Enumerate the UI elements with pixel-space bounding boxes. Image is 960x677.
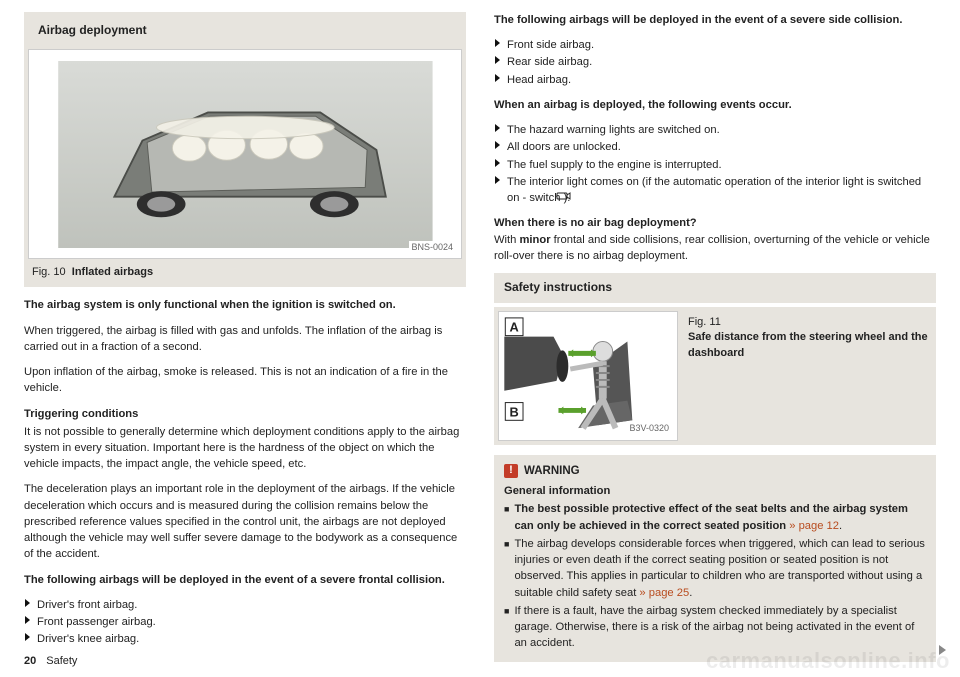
svg-text:B: B bbox=[510, 404, 519, 419]
no-deploy-bold: minor bbox=[519, 234, 550, 246]
no-deploy-post: frontal and side collisions, rear collis… bbox=[494, 234, 930, 262]
para-no-deployment: When there is no air bag deployment? Wit… bbox=[494, 215, 936, 264]
heading-events: When an airbag is deployed, the followin… bbox=[494, 97, 936, 113]
figure-10-caption: Fig. 10 Inflated airbags bbox=[28, 259, 462, 281]
warning-label: WARNING bbox=[524, 463, 580, 480]
figure-10-image: BNS-0024 bbox=[28, 49, 462, 259]
left-column: Airbag deployment bbox=[24, 12, 466, 669]
list-item-text: The interior light comes on (if the auto… bbox=[507, 174, 936, 207]
warning-item-1: The best possible protective effect of t… bbox=[514, 501, 926, 533]
page-link[interactable]: » page 25 bbox=[636, 587, 689, 599]
frontal-airbags-list: Driver's front airbag. Front passenger a… bbox=[24, 597, 466, 648]
list-item: The fuel supply to the engine is interru… bbox=[494, 157, 936, 173]
list-item-text: All doors are unlocked. bbox=[507, 139, 621, 155]
list-item: Rear side airbag. bbox=[494, 54, 936, 70]
page-number: 20 bbox=[24, 655, 36, 667]
bullet-icon bbox=[494, 72, 502, 84]
bullet-icon bbox=[24, 631, 32, 643]
heading-frontal-collision: The following airbags will be deployed i… bbox=[24, 572, 466, 588]
figure-10-label: Fig. 10 bbox=[32, 266, 66, 278]
svg-text:A: A bbox=[510, 319, 519, 334]
car-airbags-illustration-icon bbox=[51, 61, 440, 248]
para-inflation: When triggered, the airbag is filled wit… bbox=[24, 323, 466, 355]
list-item: Driver's knee airbag. bbox=[24, 631, 466, 647]
continued-indicator-icon bbox=[938, 644, 948, 661]
warning-subheading: General information bbox=[504, 483, 926, 499]
warning-item-2: The airbag develops considerable forces … bbox=[514, 536, 926, 601]
list-item-text: Head airbag. bbox=[507, 72, 571, 88]
list-item-text: Front passenger airbag. bbox=[37, 614, 156, 630]
list-item: The interior light comes on (if the auto… bbox=[494, 174, 936, 207]
warn-1-bold: The best possible protective effect of t… bbox=[514, 503, 908, 531]
list-item: ■ The airbag develops considerable force… bbox=[504, 536, 926, 601]
bullet-icon bbox=[494, 122, 502, 134]
para-triggering-1: It is not possible to generally determin… bbox=[24, 424, 466, 473]
warning-item-3: If there is a fault, have the airbag sys… bbox=[514, 603, 926, 652]
heading-no-deployment: When there is no air bag deployment? bbox=[494, 217, 697, 229]
bullet-icon bbox=[24, 614, 32, 626]
page-link[interactable]: » page 12 bbox=[786, 520, 839, 532]
bullet-icon bbox=[494, 139, 502, 151]
bullet-icon bbox=[494, 37, 502, 49]
list-item-text: Rear side airbag. bbox=[507, 54, 592, 70]
footer-section: Safety bbox=[46, 655, 77, 667]
list-item: Front side airbag. bbox=[494, 37, 936, 53]
bullet-icon bbox=[494, 54, 502, 66]
list-item: The hazard warning lights are switched o… bbox=[494, 122, 936, 138]
warn-2-text: The airbag develops considerable forces … bbox=[514, 538, 924, 599]
figure-10-title: Inflated airbags bbox=[72, 266, 153, 278]
list-item: Driver's front airbag. bbox=[24, 597, 466, 613]
section-header-airbag-deployment: Airbag deployment bbox=[28, 16, 462, 45]
list-item-text: The hazard warning lights are switched o… bbox=[507, 122, 720, 138]
ignition-note: The airbag system is only functional whe… bbox=[24, 297, 466, 313]
figure-11-image: A B B3V-0320 bbox=[498, 311, 678, 441]
list-item-text: The fuel supply to the engine is interru… bbox=[507, 157, 722, 173]
para-triggering-2: The deceleration plays an important role… bbox=[24, 481, 466, 562]
heading-side-collision: The following airbags will be deployed i… bbox=[494, 12, 936, 28]
no-deploy-pre: With bbox=[494, 234, 519, 246]
right-column: The following airbags will be deployed i… bbox=[494, 12, 936, 669]
warn-1-tail: . bbox=[839, 520, 842, 532]
list-item: ■ The best possible protective effect of… bbox=[504, 501, 926, 533]
warn-2-tail: . bbox=[689, 587, 692, 599]
figure-11-title: Safe distance from the steering wheel an… bbox=[688, 331, 928, 359]
list-item-text: Driver's front airbag. bbox=[37, 597, 137, 613]
heading-triggering: Triggering conditions bbox=[24, 406, 466, 422]
figure-11-caption: Fig. 11 Safe distance from the steering … bbox=[688, 311, 932, 441]
page-footer: 20 Safety bbox=[24, 655, 77, 667]
events-list: The hazard warning lights are switched o… bbox=[494, 122, 936, 206]
warning-list: ■ The best possible protective effect of… bbox=[504, 501, 926, 651]
square-bullet-icon: ■ bbox=[504, 603, 509, 652]
list-item-text: Front side airbag. bbox=[507, 37, 594, 53]
square-bullet-icon: ■ bbox=[504, 501, 509, 533]
figure-10-code: BNS-0024 bbox=[409, 241, 455, 254]
figure-11-label: Fig. 11 bbox=[688, 315, 932, 331]
safe-distance-illustration-icon: A B bbox=[499, 312, 677, 440]
list-item: All doors are unlocked. bbox=[494, 139, 936, 155]
door-switch-icon bbox=[556, 190, 572, 206]
warning-icon: ! bbox=[504, 464, 518, 478]
list-item-text: Driver's knee airbag. bbox=[37, 631, 139, 647]
list-item: Front passenger airbag. bbox=[24, 614, 466, 630]
list-item: ■ If there is a fault, have the airbag s… bbox=[504, 603, 926, 652]
figure-10-box: Airbag deployment bbox=[24, 12, 466, 287]
para-smoke: Upon inflation of the airbag, smoke is r… bbox=[24, 364, 466, 396]
bullet-icon bbox=[24, 597, 32, 609]
warning-header: ! WARNING bbox=[504, 463, 926, 480]
square-bullet-icon: ■ bbox=[504, 536, 509, 601]
bullet-icon bbox=[494, 157, 502, 169]
side-airbags-list: Front side airbag. Rear side airbag. Hea… bbox=[494, 37, 936, 88]
figure-11-box: A B B3V-0320 Fig. 11 Safe distance from … bbox=[494, 307, 936, 445]
warning-box: ! WARNING General information ■ The best… bbox=[494, 455, 936, 662]
section-header-safety-instructions: Safety instructions bbox=[494, 273, 936, 302]
figure-11-code: B3V-0320 bbox=[627, 422, 671, 435]
list-item: Head airbag. bbox=[494, 72, 936, 88]
bullet-icon bbox=[494, 174, 502, 186]
